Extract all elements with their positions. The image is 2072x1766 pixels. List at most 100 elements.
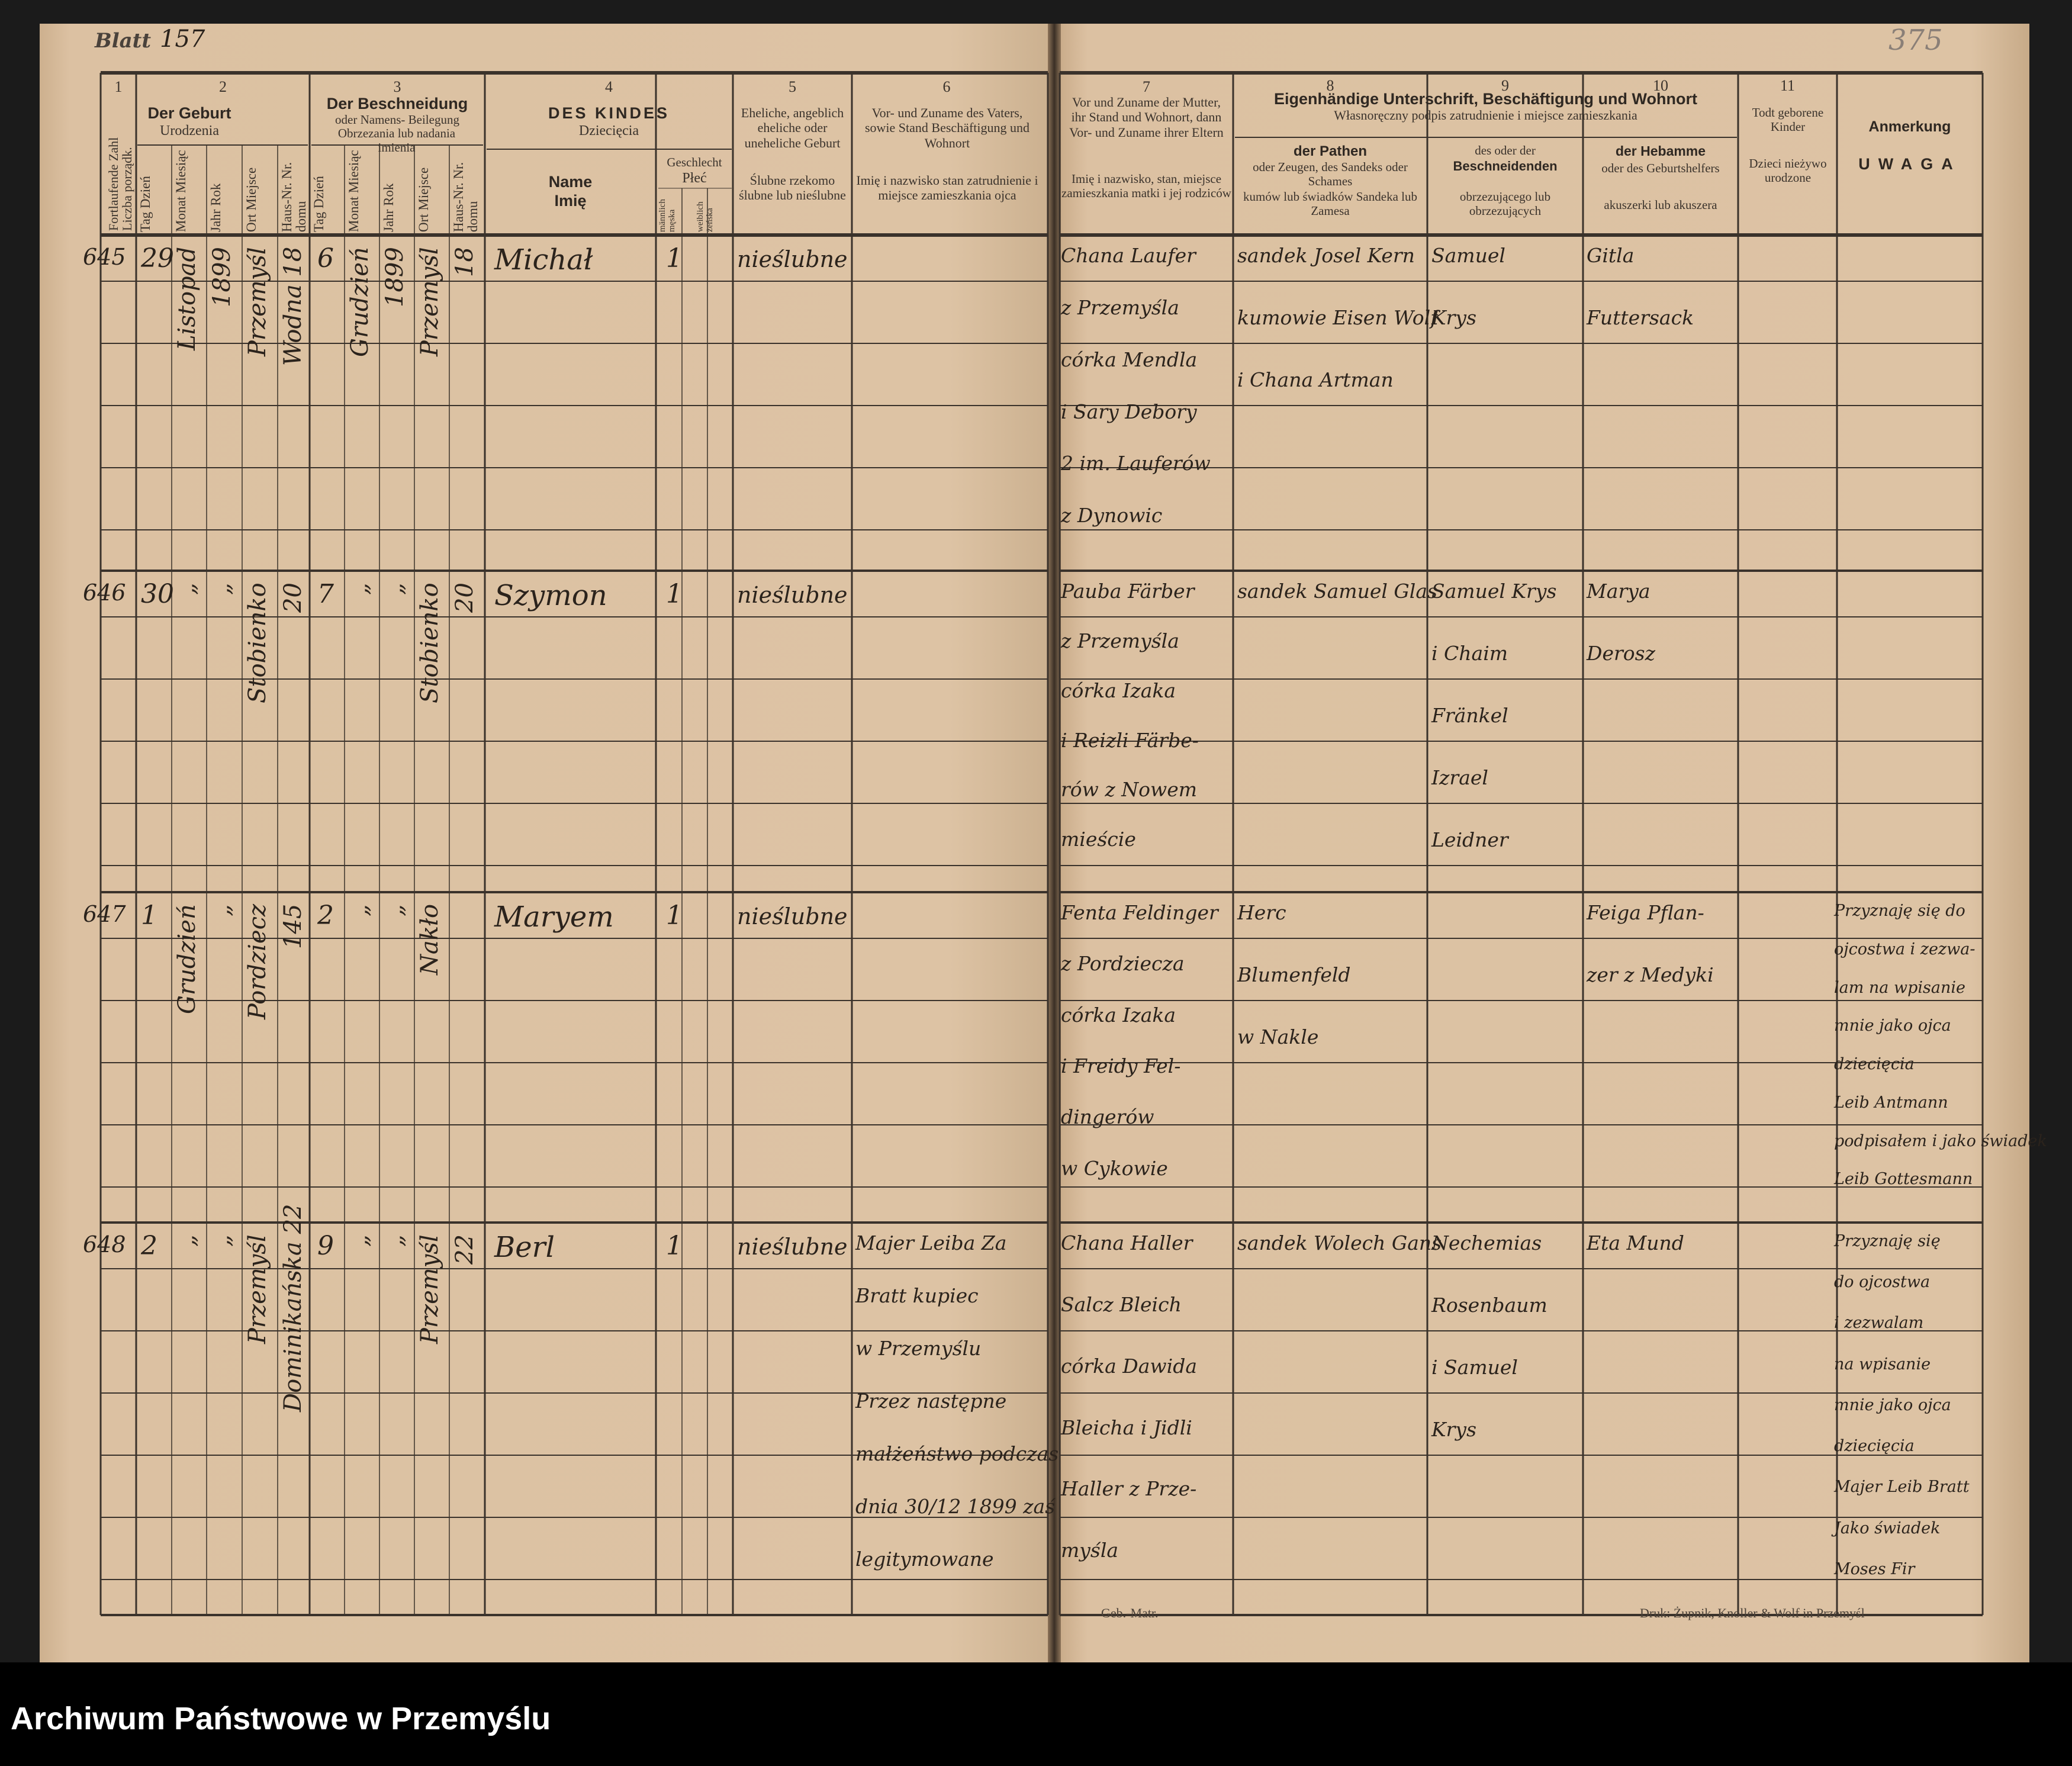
col1-title-pl: Liczba porządk. — [120, 147, 135, 231]
circumcision-year: 1899 — [381, 247, 408, 307]
circumciser-line: i Chaim — [1431, 642, 1508, 665]
remark-line: ojcostwa i zezwa- — [1834, 940, 1976, 958]
child-name: Maryem — [494, 900, 614, 934]
col6-number: 6 — [942, 78, 951, 95]
circumciser-line: Krys — [1431, 306, 1477, 329]
midwife-line: Derosz — [1587, 642, 1655, 665]
remark-line: Jako świadek — [1834, 1519, 1941, 1537]
circumcision-month: „ — [346, 1234, 374, 1247]
mother-line: córka Izaka — [1061, 678, 1176, 702]
mother-line: Fenta Feldinger — [1061, 901, 1218, 924]
birth-day: 30 — [141, 579, 174, 609]
circumcision-year: „ — [381, 904, 408, 916]
col3-title-de: Der Beschneidung — [326, 95, 468, 112]
col8-number: 8 — [1326, 77, 1334, 94]
midwife-line: zer z Medyki — [1587, 963, 1714, 986]
sex-male-mark: 1 — [666, 1231, 683, 1261]
godparent-line: i Chana Artman — [1237, 368, 1394, 391]
remark-line: dziecięcia — [1834, 1055, 1915, 1073]
remark-line: lam na wpisanie — [1834, 978, 1965, 997]
mother-line: Haller z Prze- — [1061, 1477, 1197, 1501]
mother-line: Salcz Bleich — [1061, 1292, 1182, 1316]
remark-line: Leib Antmann — [1834, 1093, 1948, 1112]
father-line: Bratt kupiec — [855, 1284, 979, 1307]
col7-title-de: Vor und Zuname der Mutter, ihr Stand und… — [1069, 95, 1224, 140]
col12-title-de: Anmerkung — [1868, 118, 1951, 135]
blatt-number: 157 — [160, 25, 205, 53]
col1-number: 1 — [114, 78, 123, 95]
date-subcolumn-label: Tag Dzień — [138, 176, 153, 232]
circumcision-place: Stobienko — [416, 583, 443, 703]
child-name: Michał — [494, 243, 593, 276]
mother-line: i Freidy Fel- — [1061, 1054, 1181, 1077]
godparent-line: w Nakle — [1237, 1025, 1319, 1048]
circumcision-month: Grudzień — [346, 247, 374, 357]
circumciser-line: Izrael — [1431, 766, 1488, 789]
col2-title-pl: Urodzenia — [160, 123, 219, 139]
blatt-label: Blatt — [95, 29, 152, 53]
col5-title-pl: Ślubne rzekomo ślubne lub nieślubne — [739, 173, 846, 203]
col6-title-de: Vor- und Zuname des Vaters, sowie Stand … — [864, 105, 1030, 150]
circumcision-house: 22 — [451, 1234, 478, 1265]
circumcision-year: „ — [381, 583, 408, 595]
circumcision-place: Nakło — [416, 904, 443, 976]
birth-month: Grudzień — [173, 904, 201, 1014]
circumciser-line: Leidner — [1431, 828, 1508, 851]
mother-line: Pauba Färber — [1061, 580, 1195, 603]
entry-number: 648 — [83, 1231, 126, 1257]
godparent-line: kumowie Eisen Wolf — [1237, 306, 1438, 329]
col2-number: 2 — [219, 78, 227, 95]
father-line: Przez następne — [855, 1389, 1007, 1413]
entry-number: 647 — [83, 901, 126, 927]
sex-male-header: männlich męska — [658, 199, 677, 232]
mother-line: córka Dawida — [1061, 1354, 1198, 1378]
col5-number: 5 — [789, 78, 796, 95]
col10-subtitle-de: oder des Geburtshelfers — [1601, 161, 1720, 175]
circumciser-line: Samuel Krys — [1431, 580, 1557, 603]
col8-subtitle-de: oder Zeugen, des Sandeks oder Schames — [1253, 160, 1408, 189]
remark-line: do ojcostwa — [1834, 1273, 1931, 1292]
mother-line: z Pordziecza — [1061, 952, 1185, 976]
remark-line: mnie jako ojca — [1834, 1017, 1951, 1035]
circumciser-line: Fränkel — [1431, 704, 1508, 727]
circumcision-year: „ — [381, 1234, 408, 1247]
remark-line: i zezwalam — [1834, 1314, 1924, 1333]
col10-number: 10 — [1653, 77, 1668, 94]
col3-title-pl: Obrzezania lub nadania imienia — [337, 126, 456, 155]
circumcision-day: 9 — [317, 1231, 334, 1261]
sex-male-mark: 1 — [666, 579, 683, 609]
birth-house: Wodna 18 — [279, 247, 307, 366]
circumcision-month: „ — [346, 904, 374, 916]
col8-title-pl: kumów lub świadków Sandeka lub Zamesa — [1243, 189, 1417, 218]
name-header-pl: Imię — [554, 192, 587, 210]
birth-house: 145 — [279, 904, 307, 950]
circumcision-day: 7 — [317, 579, 334, 609]
caption-band — [0, 1662, 2072, 1766]
col12-title-pl: UWAGA — [1858, 155, 1961, 173]
birth-place: Stobienko — [244, 583, 271, 703]
col10-title-pl: akuszerki lub akuszera — [1604, 198, 1717, 212]
birth-year: „ — [208, 904, 236, 916]
mother-line: córka Izaka — [1061, 1003, 1176, 1027]
mother-line: w Cykowie — [1061, 1156, 1168, 1180]
col4-number: 4 — [605, 78, 613, 95]
birth-day: 1 — [141, 900, 157, 931]
folio-number: 375 — [1888, 24, 1943, 57]
col4-title-pl: Dziecięcia — [578, 123, 639, 139]
birth-year: 1899 — [208, 247, 236, 307]
circumciser-line: Nechemias — [1431, 1231, 1542, 1254]
birth-day: 29 — [141, 243, 174, 274]
remark-line: Przyznaję się — [1834, 1232, 1941, 1250]
date-subcolumn-label: Monat Miesiąc — [346, 150, 361, 232]
birth-place: Pordziecz — [244, 904, 271, 1020]
date-subcolumn-label: Jahr Rok — [208, 183, 223, 232]
godparent-line: Herc — [1237, 901, 1286, 924]
circumciser-line: Krys — [1431, 1418, 1477, 1441]
mother-line: dingerów — [1061, 1105, 1154, 1129]
col7-title-pl: Imię i nazwisko, stan, miejsce zamieszka… — [1061, 172, 1231, 201]
col7-number: 7 — [1143, 78, 1150, 95]
remark-line: podpisałem i jako świadek — [1834, 1131, 2047, 1150]
midwife-line: Marya — [1587, 580, 1650, 603]
birth-day: 2 — [141, 1231, 157, 1261]
col11-title-de: Todt geborene Kinder — [1752, 105, 1824, 134]
